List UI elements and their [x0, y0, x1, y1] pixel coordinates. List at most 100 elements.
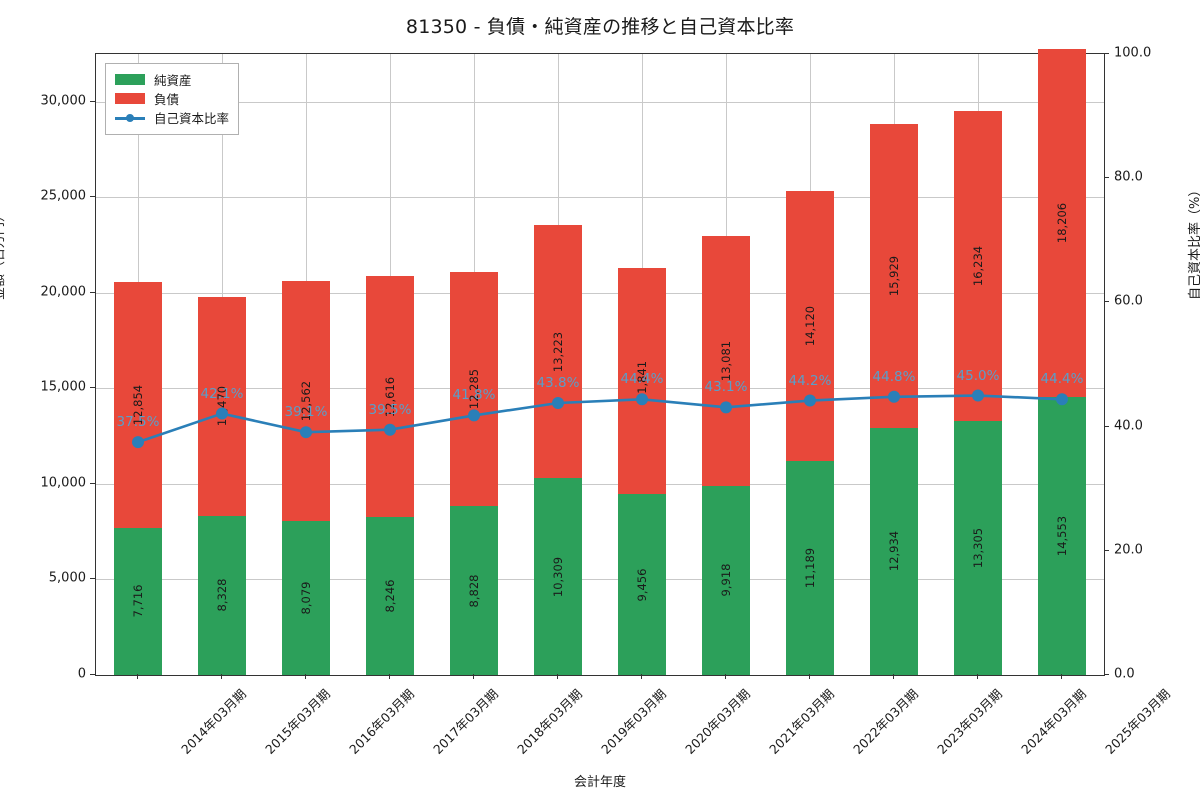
bar-column[interactable]: 10,309 13,223: [534, 54, 582, 675]
bar-segment-debt[interactable]: [366, 276, 414, 518]
legend-line-marker-icon: [115, 112, 145, 123]
ratio-value-label: 39.1%: [284, 404, 328, 421]
y-tick-mark-right: [1104, 549, 1109, 551]
ratio-data-point[interactable]: [552, 397, 564, 410]
bar-segment-equity[interactable]: [198, 515, 246, 675]
ratio-data-point[interactable]: [132, 436, 144, 449]
bar-segment-equity[interactable]: [702, 485, 750, 675]
bar-segment-debt[interactable]: [534, 225, 582, 479]
x-tick-mark: [137, 674, 138, 679]
legend-label: 純資産: [154, 73, 192, 88]
y-tick-label-left: 5,000: [48, 570, 86, 586]
ratio-data-point[interactable]: [216, 407, 228, 420]
bar-segment-debt[interactable]: [114, 281, 162, 528]
x-tick-mark: [809, 674, 810, 679]
x-tick-label: 2017年03月期: [430, 686, 501, 757]
x-tick-label: 2025年03月期: [1102, 686, 1173, 757]
gridline-horizontal: [96, 388, 1104, 390]
bar-column[interactable]: 11,189 14,120: [786, 54, 834, 675]
bar-column[interactable]: 9,456 11,841: [618, 54, 666, 675]
y-tick-mark-right: [1104, 674, 1109, 675]
y-tick-label-right: 80.0: [1114, 169, 1143, 185]
bar-segment-equity[interactable]: [114, 527, 162, 675]
ratio-value-label: 39.5%: [368, 401, 412, 418]
ratio-data-point[interactable]: [1056, 393, 1068, 406]
bar-segment-equity[interactable]: [366, 517, 414, 675]
bar-column[interactable]: 8,328 11,470: [198, 54, 246, 675]
y-tick-mark-right: [1104, 425, 1109, 427]
bar-segment-debt[interactable]: [702, 235, 750, 486]
x-tick-mark: [473, 674, 474, 679]
ratio-data-point[interactable]: [636, 393, 648, 406]
ratio-value-label: 44.4%: [1040, 371, 1084, 388]
bar-segment-equity[interactable]: [618, 494, 666, 675]
ratio-line-path: [137, 394, 1063, 444]
ratio-value-label: 43.8%: [536, 375, 580, 391]
y-tick-label-right: 20.0: [1114, 542, 1143, 558]
bar-column[interactable]: 7,716 12,854: [114, 54, 162, 675]
bar-column[interactable]: 9,918 13,081: [702, 54, 750, 675]
ratio-data-point[interactable]: [720, 401, 732, 414]
bar-column[interactable]: 13,305 16,234: [954, 54, 1002, 675]
ratio-data-point[interactable]: [804, 394, 816, 407]
x-tick-label: 2023年03月期: [934, 686, 1005, 757]
bar-column[interactable]: 12,934 15,929: [870, 54, 918, 675]
bar-segment-equity[interactable]: [1038, 396, 1086, 675]
ratio-data-point[interactable]: [300, 426, 312, 439]
x-tick-mark: [557, 674, 558, 679]
bar-segment-debt[interactable]: [282, 280, 330, 521]
bar-segment-equity[interactable]: [954, 420, 1002, 675]
x-tick-mark: [977, 674, 978, 679]
bar-column[interactable]: 8,079 12,562: [282, 54, 330, 675]
legend-item[interactable]: 負債: [115, 89, 229, 108]
x-tick-mark: [221, 674, 222, 679]
bar-segment-debt[interactable]: [954, 110, 1002, 421]
bar-segment-equity[interactable]: [534, 478, 582, 675]
bar-segment-equity[interactable]: [282, 520, 330, 675]
bar-segment-debt[interactable]: [870, 123, 918, 428]
bar-column[interactable]: 8,246 12,616: [366, 54, 414, 675]
legend-item[interactable]: 自己資本比率: [115, 108, 229, 127]
bar-segment-debt[interactable]: [1038, 49, 1086, 397]
x-tick-label: 2020年03月期: [682, 686, 753, 757]
x-tick-label: 2018年03月期: [514, 686, 585, 757]
plot-area: 7,716 12,854 8,328 11,470 8,079 12,562 8,246 12…: [95, 49, 1105, 676]
legend-label: 自己資本比率: [154, 111, 230, 126]
y-tick-mark-left: [90, 100, 95, 102]
legend-label: 負債: [154, 92, 180, 107]
gridline-horizontal: [96, 579, 1104, 581]
y-tick-label-right: 0.0: [1114, 666, 1135, 682]
y-tick-label-left: 15,000: [40, 379, 87, 395]
y-tick-mark-right: [1104, 301, 1109, 303]
ratio-data-point[interactable]: [384, 423, 396, 436]
x-tick-label: 2019年03月期: [598, 686, 669, 757]
x-axis-label: 会計年度: [573, 775, 626, 790]
ratio-line-series: [132, 389, 1068, 449]
bar-column[interactable]: 14,553 18,206: [1038, 49, 1086, 675]
bar-segment-debt[interactable]: [450, 271, 498, 507]
bar-segment-equity[interactable]: [450, 506, 498, 675]
x-tick-mark: [389, 674, 390, 679]
bar-segment-debt[interactable]: [198, 296, 246, 516]
ratio-data-point[interactable]: [468, 409, 480, 422]
ratio-value-label: 44.4%: [620, 371, 664, 388]
y-tick-label-left: 10,000: [40, 475, 87, 491]
gridline-horizontal: [96, 483, 1104, 485]
legend-item[interactable]: 純資産: [115, 70, 229, 89]
y-tick-label-left: 0: [77, 666, 86, 682]
gridline-horizontal: [96, 197, 1104, 199]
ratio-data-point[interactable]: [972, 389, 984, 402]
bar-segment-equity[interactable]: [786, 461, 834, 675]
bar-segment-equity[interactable]: [870, 427, 918, 675]
y-axis-label-right: 自己資本比率（%）: [1188, 183, 1200, 300]
x-tick-label: 2022年03月期: [850, 686, 921, 757]
ratio-data-point[interactable]: [888, 390, 900, 403]
x-tick-mark: [641, 674, 642, 679]
bar-segment-debt[interactable]: [786, 191, 834, 462]
bar-segment-debt[interactable]: [618, 268, 666, 495]
x-tick-mark: [305, 674, 306, 679]
x-tick-mark: [725, 674, 726, 679]
bar-column[interactable]: 8,828 12,285: [450, 54, 498, 675]
y-tick-mark-left: [90, 196, 95, 198]
